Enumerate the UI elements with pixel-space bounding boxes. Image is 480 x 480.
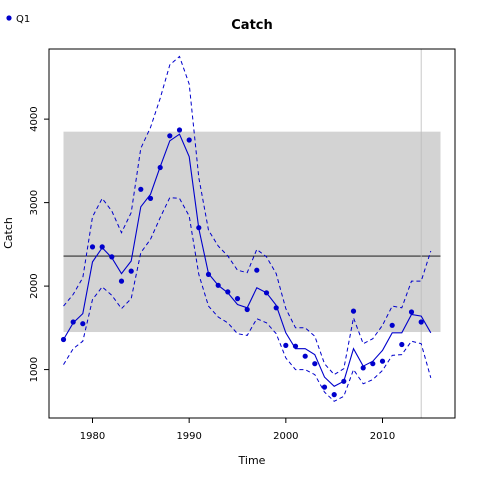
- data-point: [360, 365, 366, 371]
- x-axis: 1980 1990 2000 2010: [80, 418, 395, 442]
- data-point: [147, 195, 154, 201]
- x-tick-label: 1980: [80, 431, 105, 442]
- data-point: [80, 321, 86, 327]
- data-point: [418, 319, 424, 325]
- legend-label: Q1: [16, 14, 30, 25]
- ci-upper-line: [63, 55, 432, 376]
- y-tick-label: 4000: [29, 106, 40, 131]
- data-point: [399, 341, 405, 348]
- data-point: [263, 290, 270, 296]
- data-point: [60, 336, 67, 343]
- data-point: [244, 306, 250, 313]
- data-point: [176, 127, 183, 133]
- reference-band-layer: [63, 131, 441, 333]
- x-tick-label: 2000: [273, 431, 298, 442]
- data-point: [370, 361, 376, 367]
- x-axis-label: Time: [238, 454, 266, 467]
- y-tick-label: 2000: [29, 273, 40, 298]
- data-point: [350, 308, 357, 314]
- legend: Q1: [6, 14, 30, 25]
- data-point: [128, 268, 134, 274]
- data-point: [408, 309, 415, 315]
- data-point: [157, 164, 163, 171]
- data-point: [186, 137, 192, 143]
- confidence-interval-layer: [63, 55, 432, 402]
- data-point: [99, 244, 105, 250]
- data-point: [273, 305, 279, 311]
- data-point: [379, 358, 386, 364]
- data-point: [89, 244, 96, 250]
- x-tick-label: 1990: [176, 431, 201, 442]
- y-axis: 1000 2000 3000 4000: [29, 106, 49, 382]
- data-point: [118, 278, 125, 284]
- data-point: [283, 342, 289, 348]
- reference-lines-layer: [63, 49, 441, 418]
- data-point: [215, 282, 221, 288]
- data-point: [70, 319, 76, 325]
- reference-band: [63, 131, 441, 333]
- data-point: [312, 361, 318, 367]
- chart-title: Catch: [231, 18, 273, 33]
- data-point: [205, 271, 212, 277]
- x-tick-label: 2010: [370, 431, 395, 442]
- plot-frame: [48, 48, 456, 419]
- data-point: [292, 343, 299, 349]
- data-point: [331, 392, 337, 398]
- ci-lower-line: [63, 197, 432, 402]
- data-point: [341, 378, 347, 384]
- data-point: [302, 353, 308, 359]
- legend-marker: [6, 15, 12, 21]
- y-tick-label: 1000: [29, 357, 40, 382]
- data-point: [196, 225, 202, 231]
- data-point: [234, 296, 241, 302]
- data-point: [389, 322, 395, 328]
- data-point: [138, 186, 144, 192]
- y-axis-label: Catch: [2, 217, 15, 249]
- data-point: [225, 289, 231, 295]
- y-tick-label: 3000: [29, 190, 40, 215]
- data-point: [109, 254, 115, 260]
- data-point: [254, 267, 260, 273]
- data-point: [167, 133, 173, 139]
- data-point: [321, 384, 328, 390]
- observed-points-layer: [60, 127, 424, 398]
